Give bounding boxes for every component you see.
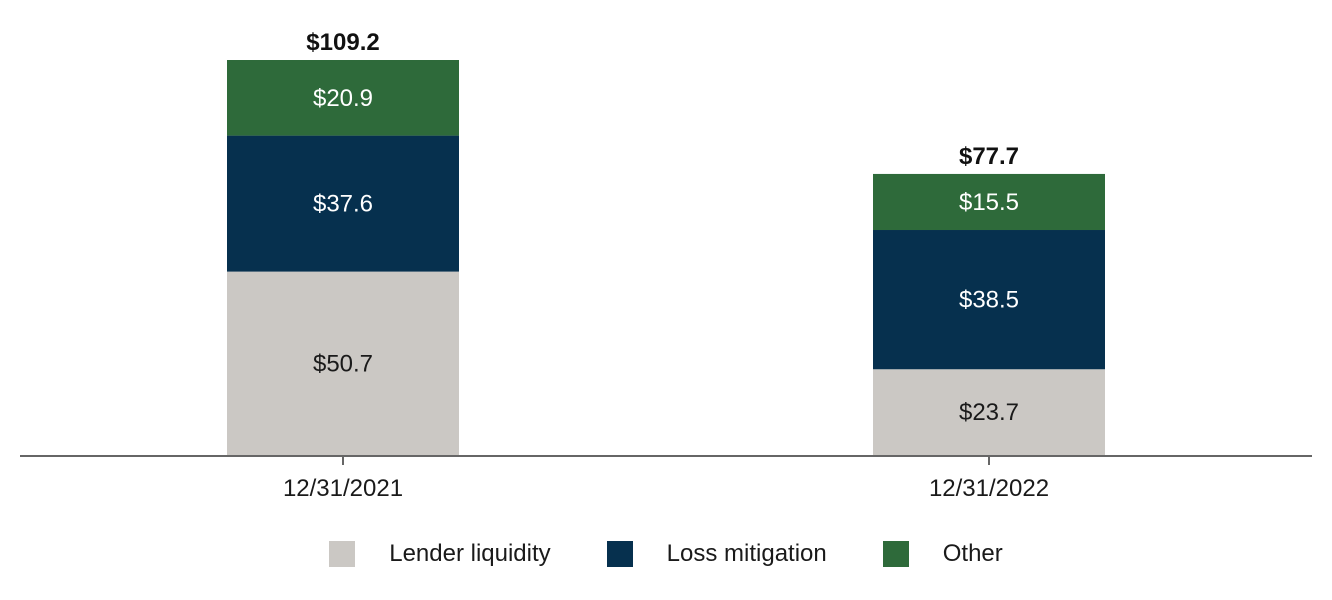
labels-layer: $50.7 $37.6 $20.9 $109.2 $23.7 $38.5 $15.5 $77.… <box>306 29 1019 426</box>
legend-swatch-lender-liquidity <box>329 541 356 567</box>
legend-item-lender-liquidity: Lender liquidity <box>329 540 551 568</box>
data-label: $15.5 <box>959 189 1019 216</box>
total-label: $77.7 <box>959 143 1019 170</box>
x-tick-label: 12/31/2021 <box>283 475 403 502</box>
bars-layer <box>227 60 1105 455</box>
legend: Lender liquidity Loss mitigation Other <box>0 536 1332 572</box>
bar-segment-lender-liquidity <box>227 271 459 455</box>
data-label: $20.9 <box>313 85 373 112</box>
bar-segment-other <box>227 60 459 136</box>
bar-segment-lender-liquidity <box>873 369 1105 455</box>
legend-item-loss-mitigation: Loss mitigation <box>606 540 827 568</box>
data-label: $38.5 <box>959 287 1019 314</box>
data-label: $23.7 <box>959 399 1019 426</box>
ticks-layer: 12/31/2021 12/31/2022 <box>283 456 1049 502</box>
x-tick-label: 12/31/2022 <box>929 475 1049 502</box>
total-label: $109.2 <box>306 29 379 56</box>
legend-label: Loss mitigation <box>666 540 827 567</box>
bar-segment-loss-mitigation <box>227 135 459 272</box>
bar-segment-loss-mitigation <box>873 230 1105 370</box>
legend-item-other: Other <box>882 540 1003 568</box>
data-label: $37.6 <box>313 191 373 218</box>
legend-swatch-other <box>882 541 909 567</box>
bar-segment-other <box>873 173 1105 231</box>
legend-swatch-loss-mitigation <box>606 541 633 567</box>
data-label: $50.7 <box>313 350 373 377</box>
legend-label: Other <box>942 540 1003 567</box>
legend-label: Lender liquidity <box>389 540 551 567</box>
